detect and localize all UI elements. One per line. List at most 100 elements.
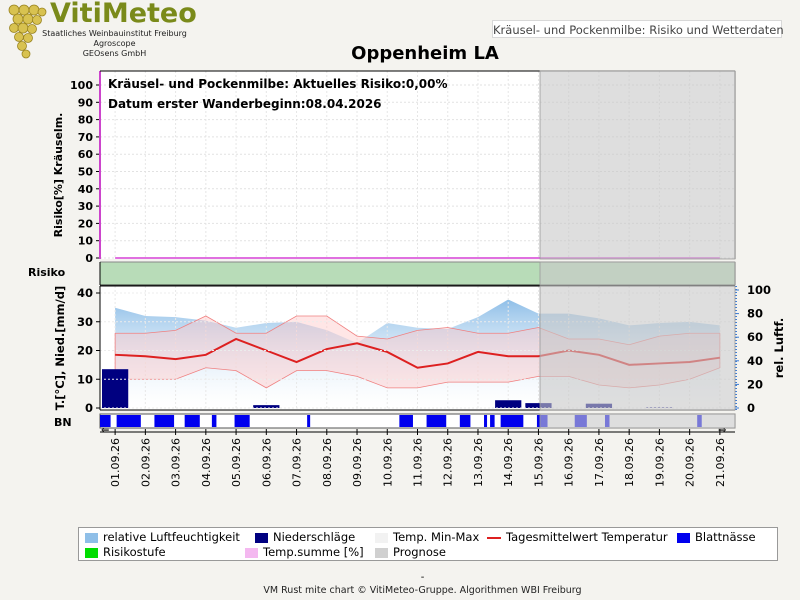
x-tick-label: 13.09.26 (472, 438, 485, 487)
leaf-wetness-segment (500, 415, 524, 427)
leaf-wetness-segment (490, 415, 495, 427)
risk-ytick-label: 10 (78, 235, 94, 248)
x-tick-label: 06.09.26 (260, 438, 273, 487)
risk-ytick-label: 50 (78, 166, 94, 179)
legend-item: Temp.summe [%] (245, 545, 364, 560)
x-tick-label: 20.09.26 (684, 438, 697, 487)
x-tick-label: 12.09.26 (442, 438, 455, 487)
leaf-wetness-segment (100, 415, 111, 427)
scroll-left-arrow-icon: ⇐ (101, 425, 109, 436)
legend-label: Temp.summe [%] (263, 545, 364, 559)
leaf-wetness-segment (399, 415, 413, 427)
weather-ytick-right-label: 0 (747, 401, 755, 415)
legend-swatch (375, 532, 388, 543)
legend-item: Tagesmittelwert Temperatur (487, 530, 668, 545)
x-tick-label: 16.09.26 (563, 438, 576, 487)
legend-label: Niederschläge (273, 530, 356, 544)
x-tick-label: 01.09.26 (109, 438, 122, 487)
legend-item: Prognose (375, 545, 446, 560)
legend-label: Temp. Min-Max (393, 530, 480, 544)
legend-swatch (255, 532, 268, 543)
legend-label: relative Luftfeuchtigkeit (103, 530, 240, 544)
logo-line-2: Agroscope (93, 39, 136, 48)
leaf-wetness-label: BN (54, 416, 72, 429)
x-tick-label: 05.09.26 (230, 438, 243, 487)
x-tick-label: 03.09.26 (170, 438, 183, 487)
leaf-wetness-segment (426, 415, 447, 427)
weather-panel: 0 10 20 30 40 0 20 40 60 80 100 T.[°C], Nied.[mm/d]… (53, 283, 786, 415)
x-tick-label: 02.09.26 (139, 438, 152, 487)
risk-ytick-label: 0 (85, 252, 93, 265)
footer-dash: - (420, 572, 425, 583)
legend-line-swatch (487, 536, 501, 539)
scroll-right-arrow-icon: ⇒ (718, 425, 726, 436)
risk-ytick-label: 90 (78, 96, 94, 109)
leaf-wetness-segment (307, 415, 311, 427)
legend-item: relative Luftfeuchtigkeit (85, 530, 240, 545)
legend-label: Risikostufe (103, 545, 166, 559)
x-tick-label: 18.09.26 (623, 438, 636, 487)
precip-bar (102, 369, 129, 408)
precip-bar (525, 403, 552, 408)
legend-item: Temp. Min-Max (375, 530, 479, 545)
precip-bar (495, 400, 522, 408)
legend-swatch (375, 547, 388, 558)
weather-ytick-right-label: 100 (747, 283, 771, 297)
x-tick-label: 09.09.26 (351, 438, 364, 487)
header-title-box: Kräusel- und Pockenmilbe: Risiko und Wet… (492, 20, 784, 38)
leaf-wetness-segment (211, 415, 217, 427)
x-tick-label: 14.09.26 (502, 438, 515, 487)
leaf-wetness-strip: BN ⇐ ⇒ (54, 413, 736, 436)
x-tick-label: 17.09.26 (593, 438, 606, 487)
weather-ytick-right-label: 80 (747, 307, 763, 321)
weather-ytick-right-label: 20 (747, 377, 763, 391)
x-tick-label: 19.09.26 (653, 438, 666, 487)
weather-ylabel-left: T.[°C], Nied.[mm/d] (53, 286, 67, 410)
forecast-shade (539, 413, 736, 429)
grape-icon (8, 4, 47, 59)
x-axis: 01.09.26 02.09.26 03.09.26 04.09.26 05.09.26… (100, 429, 735, 487)
weather-ytick-left-label: 10 (77, 372, 93, 386)
leaf-wetness-segment (184, 415, 200, 427)
risk-ytick-label: 60 (78, 148, 94, 161)
weather-ytick-left-label: 40 (77, 286, 93, 300)
x-tick-label: 15.09.26 (532, 438, 545, 487)
leaf-wetness-segment (459, 415, 471, 427)
x-tick-label: 08.09.26 (321, 438, 334, 487)
logo-line-1: Staatliches Weinbauinstitut Freiburg (42, 29, 187, 38)
risk-ytick-label: 20 (78, 217, 94, 230)
precip-bar (253, 405, 280, 408)
risk-info-text: Kräusel- und Pockenmilbe: Aktuelles Risi… (108, 77, 448, 91)
footer-credit: VM Rust mite chart © VitiMeteo-Gruppe. A… (263, 585, 582, 596)
logo-line-3: GEOsens GmbH (82, 49, 147, 58)
forecast-shade (539, 70, 736, 260)
legend-item: Niederschläge (255, 530, 355, 545)
leaf-wetness-segment (116, 415, 141, 427)
weather-ytick-left-label: 30 (77, 315, 93, 329)
leaf-wetness-segment (234, 415, 250, 427)
risk-ytick-label: 30 (78, 200, 94, 213)
risk-ytick-label: 40 (78, 183, 94, 196)
risk-ytick-label: 70 (78, 131, 94, 144)
x-tick-label: 07.09.26 (291, 438, 304, 487)
risk-panel: 0 10 20 30 40 50 60 70 80 90 100 Risiko[%] Kräuselm… (52, 70, 736, 265)
x-tick-label: 11.09.26 (412, 438, 425, 487)
risk-ylabel: Risiko[%] Kräuselm. (52, 113, 65, 238)
weather-ytick-right-label: 40 (747, 354, 763, 368)
x-tick-label: 04.09.26 (200, 438, 213, 487)
risk-strip: Risiko (28, 261, 736, 286)
weather-ytick-left-label: 20 (77, 344, 93, 358)
x-tick-label: 10.09.26 (381, 438, 394, 487)
legend-label: Blattnässe (695, 530, 756, 544)
legend-label: Prognose (393, 545, 446, 559)
legend-swatch (85, 532, 98, 543)
leaf-wetness-segment (484, 415, 488, 427)
risk-ytick-label: 100 (70, 79, 93, 92)
legend-item: Risikostufe (85, 545, 166, 560)
risk-strip-label: Risiko (28, 266, 66, 279)
legend-swatch (245, 547, 258, 558)
weather-ytick-right-label: 60 (747, 330, 763, 344)
legend-swatch (85, 547, 98, 558)
legend-label: Tagesmittelwert Temperatur (506, 530, 668, 544)
